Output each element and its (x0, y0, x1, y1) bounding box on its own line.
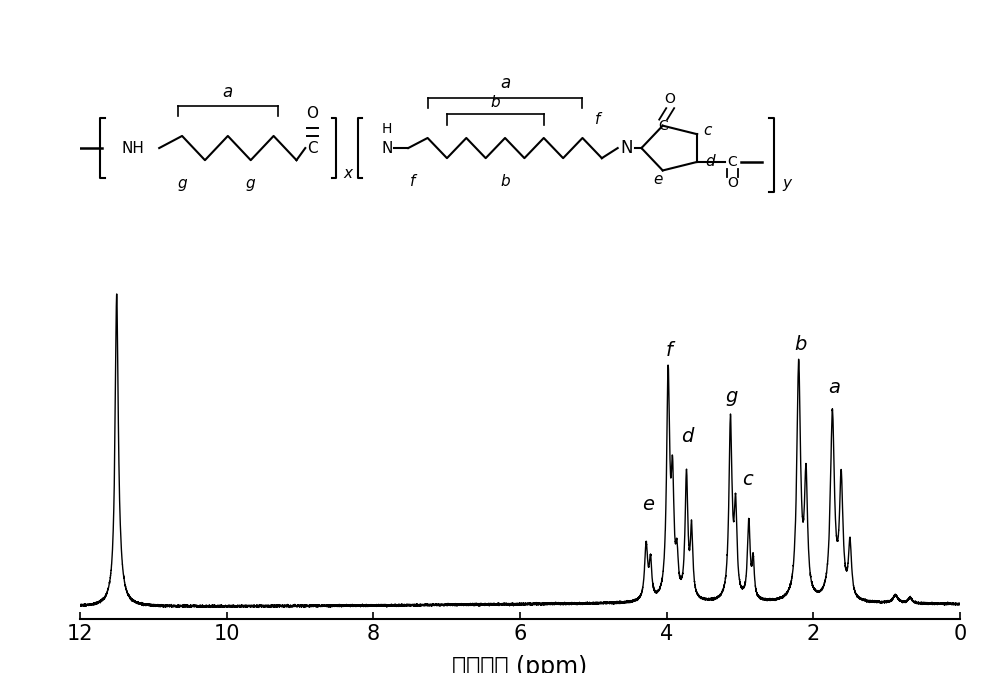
Text: x: x (343, 166, 352, 181)
X-axis label: 化学位移 (ppm): 化学位移 (ppm) (452, 655, 588, 673)
Text: g: g (177, 176, 187, 191)
Text: d: d (706, 154, 715, 170)
Text: N: N (381, 141, 393, 155)
Text: N: N (620, 139, 633, 157)
Text: f: f (665, 341, 672, 360)
Text: NH: NH (121, 141, 144, 155)
Text: O: O (727, 176, 738, 190)
Text: d: d (681, 427, 693, 446)
Text: b: b (491, 95, 500, 110)
Text: C: C (658, 118, 668, 133)
Text: c: c (742, 470, 753, 489)
Text: O: O (664, 92, 675, 106)
Text: e: e (642, 495, 654, 514)
Text: b: b (500, 174, 510, 188)
Text: c: c (704, 123, 712, 139)
Text: f: f (595, 112, 600, 127)
Text: y: y (782, 176, 791, 190)
Text: a: a (500, 74, 510, 92)
Text: a: a (223, 83, 233, 101)
Text: O: O (306, 106, 318, 120)
Text: H: H (382, 122, 392, 136)
Text: g: g (725, 387, 737, 406)
Text: f: f (410, 174, 415, 188)
Text: a: a (828, 378, 840, 397)
Text: g: g (246, 176, 256, 191)
Text: b: b (794, 334, 806, 354)
Text: C: C (307, 141, 318, 155)
Text: e: e (654, 172, 663, 187)
Text: C: C (727, 155, 737, 169)
